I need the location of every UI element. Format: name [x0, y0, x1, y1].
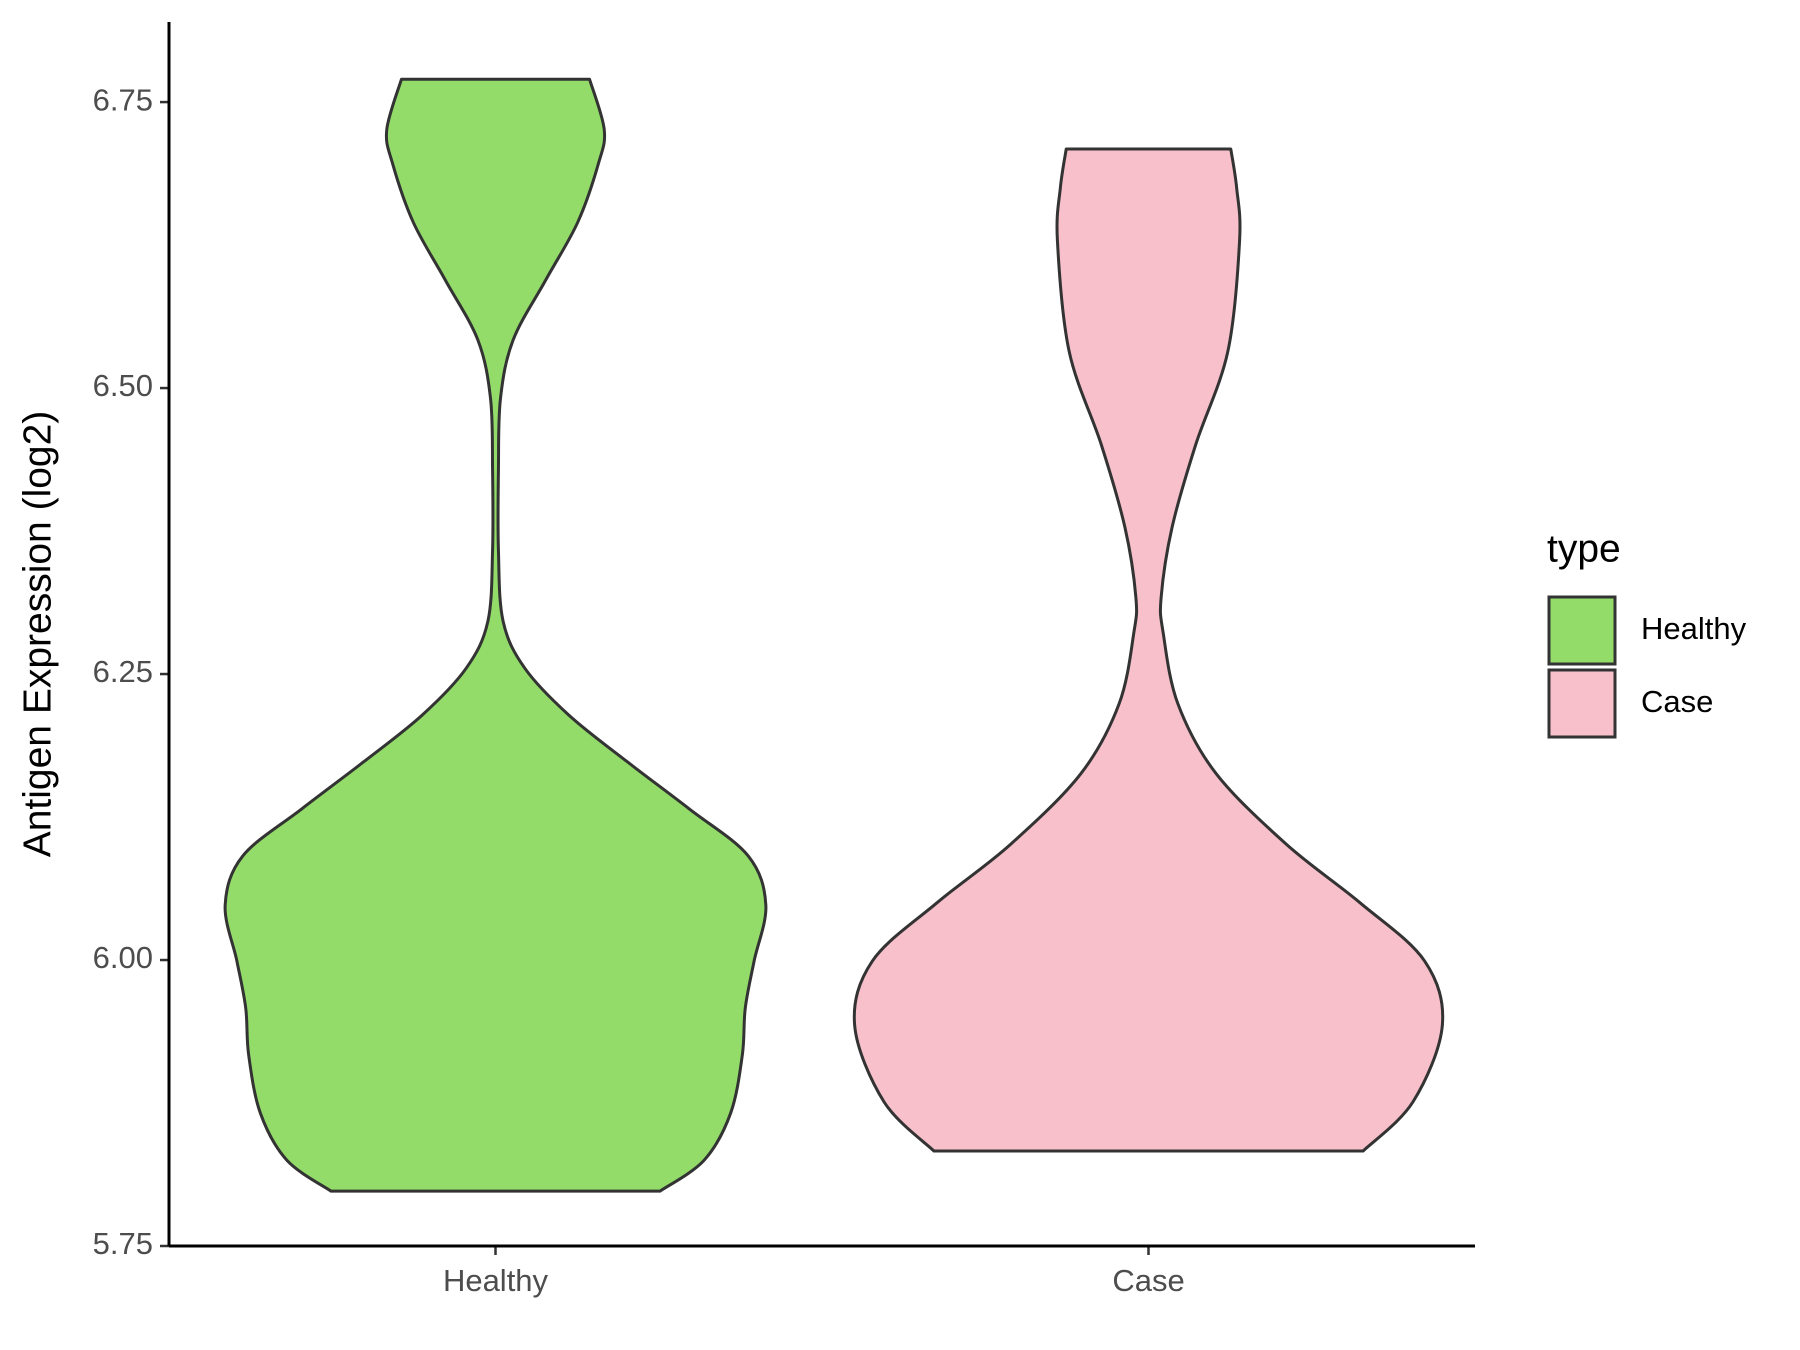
violin	[223, 77, 768, 1193]
y-tick-label: 6.00	[93, 940, 153, 975]
y-tick-label: 6.50	[93, 368, 153, 403]
violin	[852, 147, 1445, 1153]
x-tick-label: Healthy	[443, 1263, 549, 1298]
y-tick-label: 5.75	[93, 1226, 153, 1261]
y-tick-label: 6.75	[93, 82, 153, 117]
y-axis-title: Antigen Expression (log2)	[16, 411, 59, 858]
legend-label: Healthy	[1641, 611, 1747, 646]
legend-key	[1547, 595, 1617, 666]
x-tick-label: Case	[1112, 1263, 1184, 1298]
legend-key	[1547, 668, 1617, 739]
legend-title: type	[1547, 527, 1621, 570]
legend-label: Case	[1641, 684, 1713, 719]
y-tick-label: 6.25	[93, 654, 153, 689]
